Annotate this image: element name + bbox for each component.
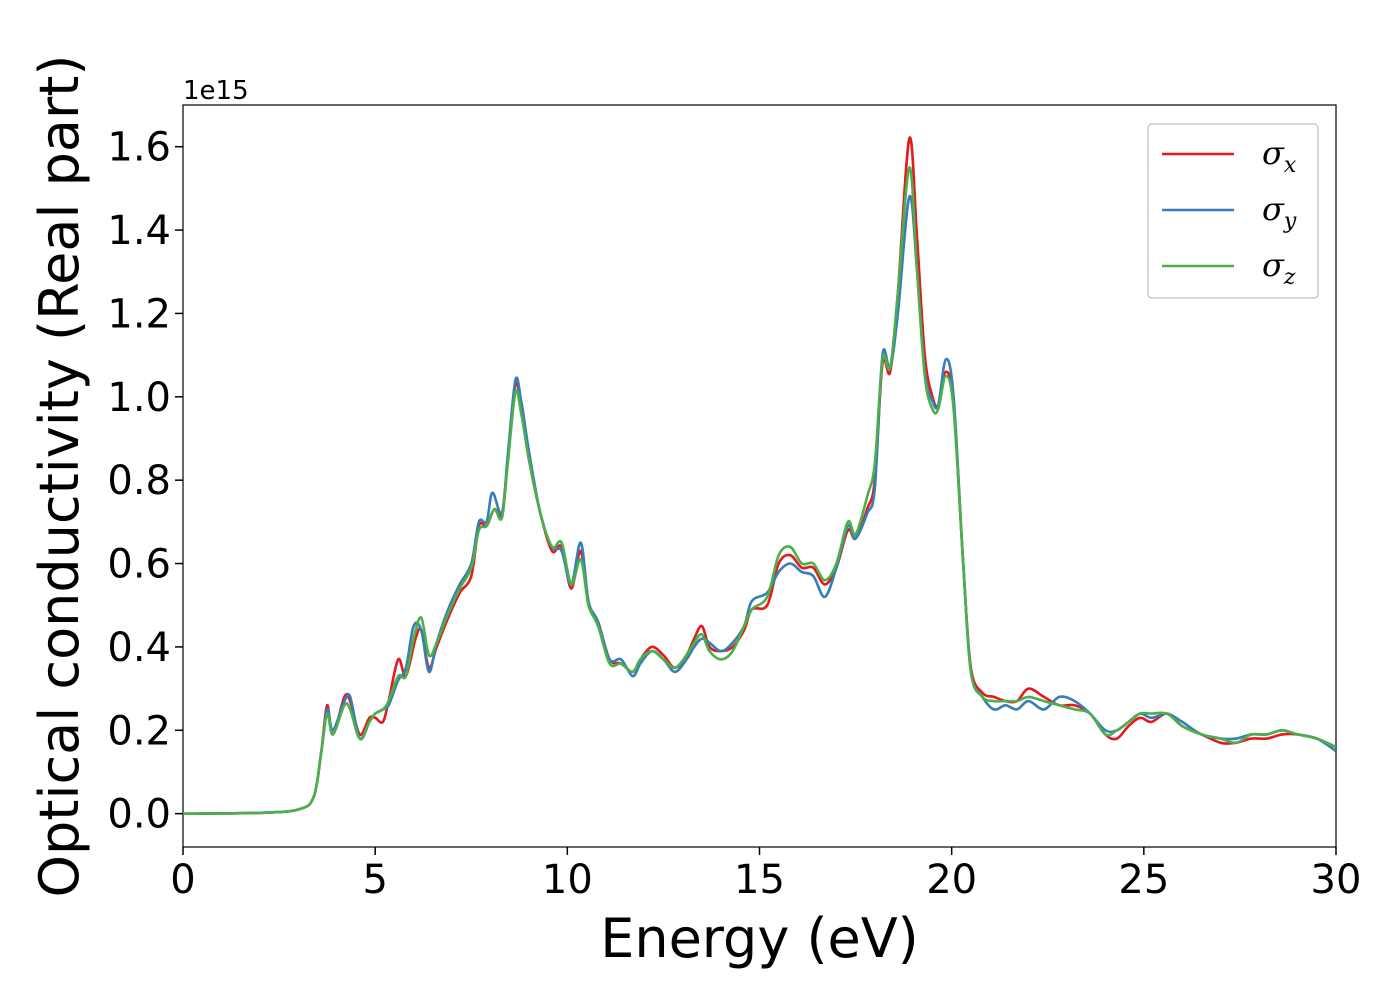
y-tick-label: 0.4 (107, 625, 171, 671)
y-tick-label: 1.0 (107, 375, 171, 421)
y-tick-label: 1.6 (107, 125, 171, 171)
legend-subscript: z (1283, 265, 1296, 290)
legend-label-x: σx (1262, 134, 1297, 178)
series-line-z (183, 166, 1336, 815)
y-tick-label: 0.8 (107, 458, 171, 504)
legend-label-y: σy (1262, 190, 1297, 234)
y-axis-ticks: 0.0 0.2 0.4 0.6 0.8 1.0 1.2 1.4 1.6 (107, 125, 183, 838)
y-tick-label: 1.2 (107, 291, 171, 337)
legend-subscript: y (1283, 209, 1297, 234)
y-tick-label: 0.0 (107, 792, 171, 838)
legend-symbol: σ (1262, 190, 1285, 228)
x-tick-label: 20 (926, 857, 977, 903)
plot-area: 0 5 10 15 20 25 30 0.0 0.2 0.4 0.6 0.8 1.0 1.2 1.4 1.6 (107, 104, 1361, 903)
x-tick-label: 15 (734, 857, 785, 903)
x-tick-label: 10 (542, 857, 593, 903)
x-tick-label: 30 (1311, 857, 1362, 903)
y-tick-label: 1.4 (107, 208, 171, 254)
y-tick-label: 0.6 (107, 542, 171, 588)
legend-symbol: σ (1262, 134, 1285, 172)
legend-label-z: σz (1262, 246, 1296, 290)
x-tick-label: 25 (1118, 857, 1169, 903)
legend-symbol: σ (1262, 246, 1285, 284)
x-axis-ticks: 0 5 10 15 20 25 30 (170, 847, 1361, 903)
plot-frame (182, 104, 1337, 848)
legend-subscript: x (1284, 153, 1297, 178)
y-axis-offset-label: 1e15 (183, 76, 249, 106)
x-tick-label: 5 (362, 857, 387, 903)
x-axis-title: Energy (eV) (600, 907, 919, 970)
series-layer (183, 136, 1336, 815)
y-axis-title: Optical conductivity (Real part) (28, 55, 91, 898)
y-tick-label: 0.2 (107, 708, 171, 754)
x-tick-label: 0 (170, 857, 195, 903)
